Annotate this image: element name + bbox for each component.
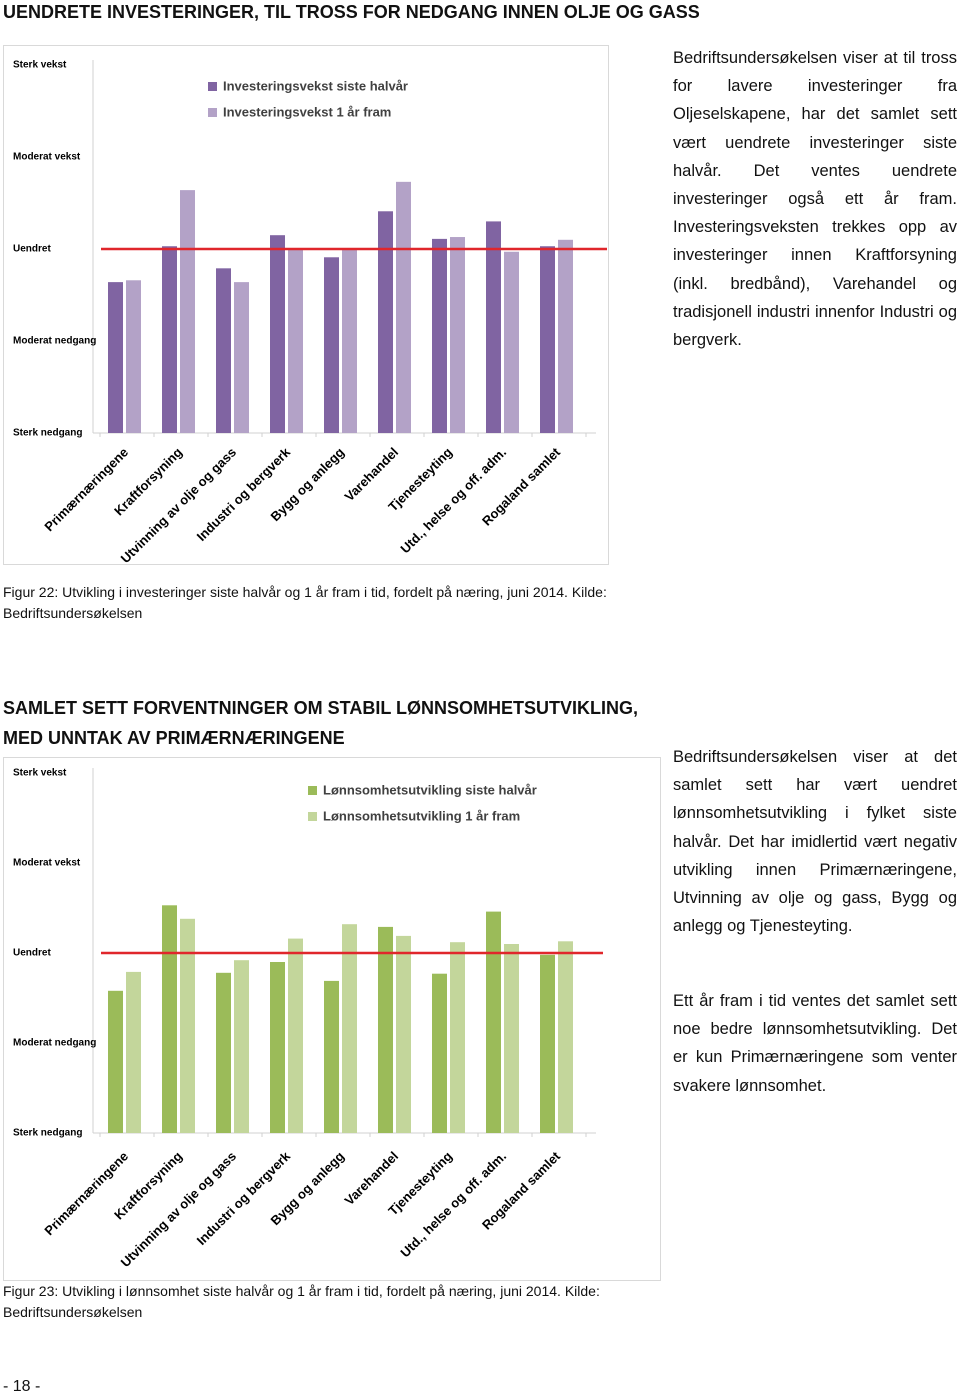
bar (216, 268, 231, 433)
bar (450, 942, 465, 1133)
bar (270, 235, 285, 433)
bar (558, 941, 573, 1133)
bar (180, 190, 195, 433)
x-tick-label: Varehandel (341, 1149, 401, 1209)
paragraph: Ett år fram i tid ventes det samlet sett… (673, 992, 957, 1095)
y-tick-label: Uendret (13, 948, 51, 959)
bar (324, 980, 339, 1133)
bar (270, 962, 285, 1133)
legend-label: Investeringsvekst siste halvår (223, 78, 408, 93)
bar (396, 181, 411, 433)
bar (378, 211, 393, 433)
bar (324, 257, 339, 433)
paragraph: Bedriftsundersøkelsen viser at det samle… (673, 748, 957, 936)
heading: SAMLET SETT FORVENTNINGER OM STABIL LØNN… (3, 698, 639, 748)
y-tick-label: Moderat nedgang (13, 1038, 96, 1049)
y-tick-label: Sterk nedgang (13, 428, 82, 439)
bar (558, 239, 573, 433)
legend-swatch (208, 82, 217, 91)
chart-border (3, 757, 661, 1281)
bar (432, 973, 447, 1133)
bar (126, 280, 141, 433)
page-number: - 18 - (3, 1378, 41, 1395)
bar (126, 971, 141, 1133)
y-tick-label: Sterk nedgang (13, 1128, 82, 1139)
chart-border (3, 45, 609, 565)
bar (108, 990, 123, 1133)
bar (342, 248, 357, 433)
caption: Figur 23: Utvikling i lønnsomhet siste h… (3, 1283, 600, 1320)
bar (288, 248, 303, 433)
bar (396, 935, 411, 1133)
y-tick-label: Moderat nedgang (13, 336, 96, 347)
bar (180, 918, 195, 1133)
y-tick-label: Uendret (13, 244, 51, 255)
caption: Figur 22: Utvikling i investeringer sist… (3, 584, 607, 621)
heading: UENDRETE INVESTERINGER, TIL TROSS FOR NE… (3, 2, 700, 22)
x-tick-label: Varehandel (341, 445, 401, 505)
y-tick-label: Sterk vekst (13, 768, 67, 779)
bar (504, 944, 519, 1133)
y-tick-label: Moderat vekst (13, 858, 81, 869)
bar (108, 282, 123, 433)
bar (504, 251, 519, 433)
bar (540, 246, 555, 433)
legend-label: Investeringsvekst 1 år fram (223, 104, 391, 119)
y-tick-label: Moderat vekst (13, 152, 81, 163)
bar (162, 905, 177, 1133)
paragraph: Bedriftsundersøkelsen viser at til tross… (673, 49, 957, 350)
legend-swatch (308, 786, 317, 795)
bar (486, 911, 501, 1133)
x-tick-label: Industri og bergverk (194, 444, 294, 544)
y-tick-label: Sterk vekst (13, 60, 67, 71)
bar (450, 237, 465, 433)
bar (432, 238, 447, 433)
x-tick-label: Primærnæringene (41, 445, 131, 535)
legend-swatch (308, 812, 317, 821)
x-tick-label: Utd., helse og off. adm. (397, 445, 509, 557)
bar (342, 924, 357, 1133)
bar (486, 221, 501, 433)
x-tick-label: Utd., helse og off. adm. (397, 1149, 509, 1261)
chart: Sterk nedgang Moderat nedgang Uendret Moder… (3, 45, 609, 565)
bar (234, 282, 249, 433)
bar (216, 972, 231, 1133)
bar (288, 938, 303, 1133)
bar (162, 246, 177, 433)
x-tick-label: Primærnæringene (41, 1149, 131, 1239)
bar (540, 954, 555, 1133)
chart: Sterk nedgang Moderat nedgang Uendret Moder… (3, 757, 661, 1281)
bar (234, 960, 249, 1133)
legend-label: Lønnsomhetsutvikling 1 år fram (323, 808, 520, 823)
bar (378, 926, 393, 1133)
legend-label: Lønnsomhetsutvikling siste halvår (323, 782, 537, 797)
x-tick-label: Industri og bergverk (194, 1148, 294, 1248)
legend-swatch (208, 108, 217, 117)
